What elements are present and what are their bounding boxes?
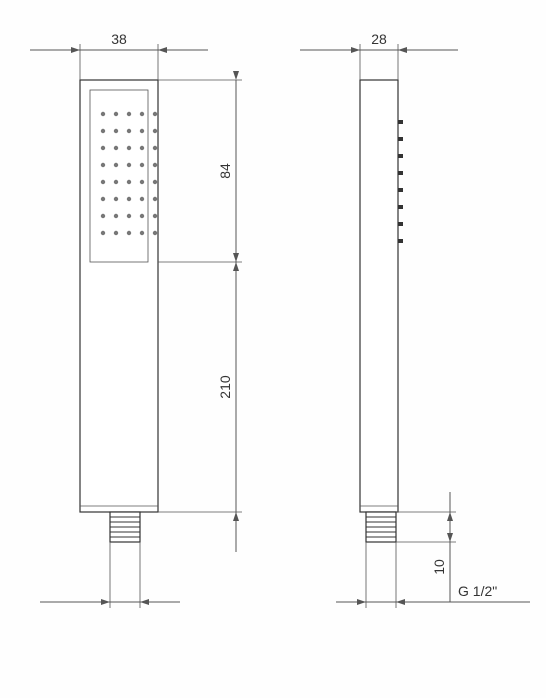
side-notch (398, 171, 403, 175)
spray-nozzle-dot (127, 112, 131, 116)
spray-nozzle-dot (101, 163, 105, 167)
dim-label: 10 (431, 559, 447, 575)
spray-nozzle-dot (127, 214, 131, 218)
spray-nozzle-dot (153, 197, 157, 201)
side-notch (398, 188, 403, 192)
spray-nozzle-dot (153, 146, 157, 150)
spray-nozzle-dot (153, 180, 157, 184)
spray-nozzle-dot (140, 129, 144, 133)
spray-nozzle-dot (101, 129, 105, 133)
side-notch (398, 154, 403, 158)
spray-nozzle-dot (114, 214, 118, 218)
side-notch (398, 222, 403, 226)
spray-nozzle-dot (127, 231, 131, 235)
spray-nozzle-dot (127, 197, 131, 201)
spray-nozzle-dot (153, 112, 157, 116)
spray-nozzle-dot (114, 231, 118, 235)
spray-nozzle-dot (127, 129, 131, 133)
spray-nozzle-dot (153, 163, 157, 167)
spray-nozzle-dot (140, 214, 144, 218)
spray-nozzle-dot (114, 129, 118, 133)
spray-nozzle-dot (114, 112, 118, 116)
spray-nozzle-dot (140, 180, 144, 184)
front-body (80, 80, 158, 512)
spray-nozzle-dot (140, 163, 144, 167)
side-notch (398, 205, 403, 209)
spray-nozzle-dot (114, 146, 118, 150)
spray-nozzle-dot (153, 214, 157, 218)
side-notch (398, 239, 403, 243)
spray-nozzle-dot (140, 112, 144, 116)
spray-nozzle-dot (101, 146, 105, 150)
spray-nozzle-dot (101, 231, 105, 235)
spray-nozzle-dot (101, 180, 105, 184)
spray-nozzle-dot (114, 163, 118, 167)
spray-nozzle-dot (114, 180, 118, 184)
spray-nozzle-dot (153, 231, 157, 235)
dim-label: 38 (111, 31, 127, 47)
spray-nozzle-dot (127, 180, 131, 184)
spray-nozzle-dot (140, 197, 144, 201)
thread-label: G 1/2" (458, 583, 497, 599)
dim-label: 84 (217, 163, 233, 179)
spray-nozzle-dot (101, 197, 105, 201)
spray-nozzle-dot (153, 129, 157, 133)
spray-nozzle-dot (140, 231, 144, 235)
side-notch (398, 137, 403, 141)
spray-nozzle-dot (101, 112, 105, 116)
spray-nozzle-dot (127, 146, 131, 150)
dim-label: 28 (371, 31, 387, 47)
spray-nozzle-dot (140, 146, 144, 150)
side-body (360, 80, 398, 512)
spray-nozzle-dot (101, 214, 105, 218)
side-notch (398, 120, 403, 124)
dim-label: 210 (217, 375, 233, 399)
spray-nozzle-dot (127, 163, 131, 167)
spray-nozzle-dot (114, 197, 118, 201)
